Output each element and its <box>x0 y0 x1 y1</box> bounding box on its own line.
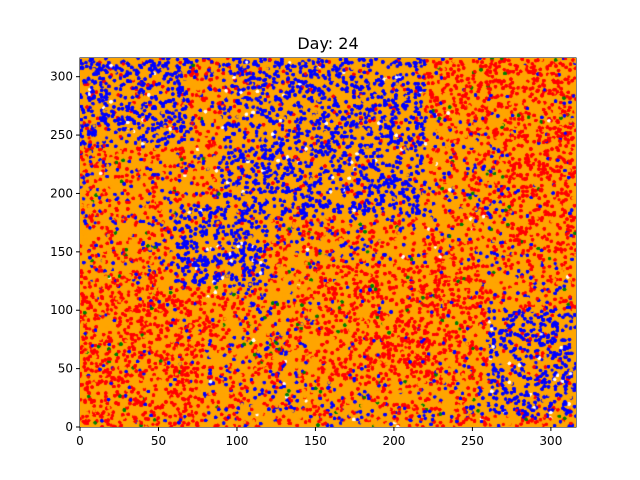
x-tick-label: 0 <box>76 434 84 448</box>
y-tick-label: 0 <box>65 420 73 434</box>
y-tick-label: 150 <box>50 245 73 259</box>
tick-layer: 0 50 100 150 200 250 300 0 50 100 150 200 250 300 <box>50 70 562 448</box>
y-tick-label: 250 <box>50 128 73 142</box>
x-tick-label: 150 <box>304 434 327 448</box>
x-tick-label: 100 <box>226 434 249 448</box>
y-tick-label: 50 <box>58 362 73 376</box>
x-tick-label: 300 <box>539 434 562 448</box>
chart-title: Day: 24 <box>297 34 358 53</box>
x-tick-label: 200 <box>382 434 405 448</box>
y-tick-label: 100 <box>50 303 73 317</box>
scatter-plot-area <box>80 58 576 427</box>
y-tick-label: 200 <box>50 186 73 200</box>
x-tick-label: 250 <box>461 434 484 448</box>
x-tick-label: 50 <box>151 434 166 448</box>
y-tick-label: 300 <box>50 70 73 84</box>
